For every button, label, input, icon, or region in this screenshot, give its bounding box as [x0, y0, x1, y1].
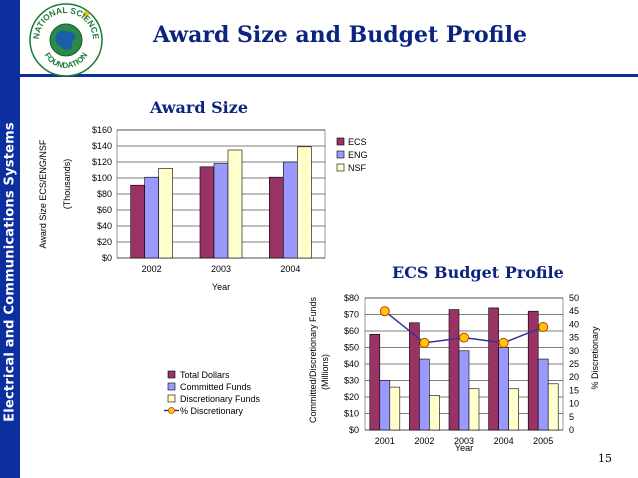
budget-profile-chart: $0 $10 $20 $30 $40 $50 $60 $70 $80 0 5 10 15 20 25 30 35…: [164, 293, 600, 453]
page-title: Award Size and Budget Profile: [152, 22, 528, 48]
y-tick-label: $100: [92, 173, 112, 183]
y-tick-label: $0: [102, 253, 112, 263]
bar-total-dollars: [448, 309, 460, 431]
bar-total-dollars: [488, 307, 499, 431]
bar-committed-funds: [498, 347, 509, 431]
y2-tick-label: 45: [569, 306, 579, 316]
nsf-logo: NATIONAL SCIENCE FOUNDATION: [29, 3, 103, 77]
y-tick-label: $60: [97, 205, 112, 215]
bar-total-dollars: [409, 322, 420, 431]
y-axis-label: Committed/Discretionary Funds: [308, 296, 318, 423]
bar-discretionary-funds: [468, 388, 480, 431]
x-tick-label: 2002: [142, 264, 162, 274]
legend-swatch: [167, 394, 176, 403]
sidebar-band: Electrical and Communications Systems: [0, 0, 20, 478]
y-tick-label: $0: [349, 425, 359, 435]
legend-label: ENG: [348, 150, 368, 160]
y-tick-label: $60: [344, 326, 359, 336]
bar-eng: [144, 176, 159, 259]
y2-tick-label: 50: [569, 293, 579, 303]
y-tick-label: $80: [344, 293, 359, 303]
x-tick-label: 2004: [280, 264, 300, 274]
y-tick-label: $20: [344, 392, 359, 402]
page-number: 15: [598, 452, 612, 465]
bar-ecs: [199, 166, 215, 259]
y-tick-label: $20: [97, 237, 112, 247]
legend-swatch: [167, 370, 176, 379]
y2-tick-label: 20: [569, 372, 579, 382]
y2-axis-label: % Discretionary: [590, 326, 600, 390]
bar-discretionary-funds: [389, 386, 401, 431]
legend-label: % Discretionary: [180, 406, 244, 416]
y-tick-label: $80: [97, 189, 112, 199]
y-tick-label: $160: [92, 125, 112, 135]
y-tick-label: $140: [92, 141, 112, 151]
legend-marker-swatch: [168, 407, 175, 414]
y-axis-label-units: (Thousands): [62, 159, 72, 210]
bar-ecs: [130, 184, 145, 259]
bar-eng: [283, 161, 298, 259]
x-tick-label: 2003: [454, 436, 474, 446]
bar-discretionary-funds: [508, 388, 519, 431]
y2-tick-label: 5: [569, 412, 574, 422]
x-tick-label: 2002: [414, 436, 434, 446]
point-pct-discretionary: [498, 337, 509, 348]
bar-total-dollars: [369, 333, 381, 431]
x-tick-label: 2001: [375, 436, 395, 446]
bar-committed-funds: [379, 380, 391, 431]
y2-tick-label: 25: [569, 359, 579, 369]
y-tick-label: $70: [344, 310, 359, 320]
point-pct-discretionary: [538, 322, 549, 333]
y2-tick-label: 0: [569, 425, 574, 435]
chart1-title: Award Size: [150, 98, 248, 117]
y-tick-label: $40: [344, 359, 359, 369]
x-tick-label: 2005: [533, 436, 553, 446]
legend-swatch: [167, 382, 176, 391]
bar-nsf: [227, 149, 243, 259]
y-tick-label: $50: [344, 343, 359, 353]
y2-tick-label: 35: [569, 333, 579, 343]
legend-label: Committed Funds: [180, 382, 252, 392]
y2-tick-label: 30: [569, 346, 579, 356]
header-rule: [20, 74, 638, 77]
y-tick-label: $30: [344, 376, 359, 386]
legend-label: NSF: [348, 163, 367, 173]
y2-tick-label: 40: [569, 319, 579, 329]
y2-tick-label: 10: [569, 399, 579, 409]
legend-label: Total Dollars: [180, 370, 230, 380]
bar-nsf: [297, 146, 312, 259]
x-axis-label: Year: [212, 282, 230, 292]
bar-committed-funds: [537, 358, 549, 431]
legend-label: ECS: [348, 137, 367, 147]
point-pct-discretionary: [419, 337, 430, 348]
point-pct-discretionary: [459, 332, 469, 343]
legend-swatch-nsf: [336, 163, 345, 172]
bar-committed-funds: [458, 350, 470, 431]
bar-nsf: [158, 168, 173, 259]
point-pct-discretionary: [379, 306, 390, 317]
y-axis-label-units: (Millions): [320, 354, 330, 390]
y-axis-label: Award Size ECS/ENG/NSF: [38, 139, 48, 248]
y-tick-label: $120: [92, 157, 112, 167]
bar-discretionary-funds: [429, 395, 440, 431]
legend-label: Discretionary Funds: [180, 394, 261, 404]
bar-ecs: [269, 176, 284, 259]
x-tick-label: 2003: [211, 264, 231, 274]
x-tick-label: 2004: [494, 436, 514, 446]
y2-tick-label: 15: [569, 385, 579, 395]
bar-discretionary-funds: [547, 383, 559, 431]
y-tick-label: $40: [97, 221, 112, 231]
legend-swatch-eng: [336, 150, 345, 159]
y-tick-label: $10: [344, 409, 359, 419]
award-size-chart: $0 $20 $40 $60 $80 $100 $120 $140 $160 2002 2003 20…: [38, 125, 368, 292]
x-axis-label: Year: [455, 443, 473, 453]
chart2-title: ECS Budget Profile: [392, 263, 564, 282]
bar-eng: [213, 163, 229, 259]
bar-committed-funds: [419, 358, 430, 431]
legend-swatch-ecs: [336, 137, 345, 146]
